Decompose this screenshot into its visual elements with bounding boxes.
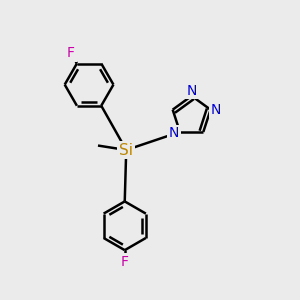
Text: Si: Si <box>119 142 133 158</box>
Text: N: N <box>211 103 221 117</box>
Text: F: F <box>121 255 129 269</box>
Text: N: N <box>186 84 197 98</box>
Text: F: F <box>67 46 75 60</box>
Text: N: N <box>169 126 179 140</box>
